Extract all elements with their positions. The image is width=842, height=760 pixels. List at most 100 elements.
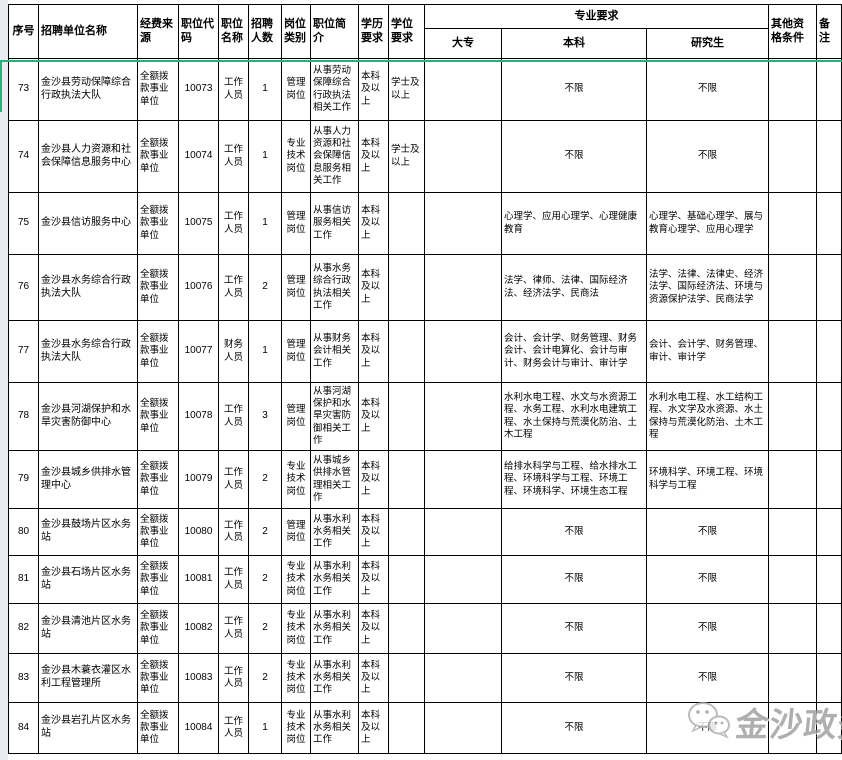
cell-major-graduate: 不限 [645, 702, 770, 754]
cell-degree-requirement [388, 192, 425, 255]
col-header-seq: 序号 [8, 4, 39, 59]
cell-recruit-count: 1 [248, 120, 282, 193]
table-row: 73 金沙县劳动保障综合行政执法大队 全额拨款事业单位 10073 工作人员 1… [8, 58, 842, 121]
cell-education-requirement: 本科及以上 [358, 702, 389, 754]
table-row: 75 金沙县信访服务中心 全额拨款事业单位 10075 工作人员 1 管理岗位 … [8, 192, 842, 255]
cell-funding-source: 全额拨款事业单位 [137, 58, 179, 121]
table-row: 80 金沙县鼓场片区水务站 全额拨款事业单位 10080 工作人员 2 管理岗位… [8, 508, 842, 556]
cell-seq: 82 [8, 603, 39, 654]
cell-funding-source: 全额拨款事业单位 [137, 254, 179, 321]
cell-unit-name: 金沙县河湖保护和水旱灾害防御中心 [38, 382, 138, 451]
cell-unit-name: 金沙县劳动保障综合行政执法大队 [38, 58, 138, 121]
cell-degree-requirement [388, 603, 425, 654]
cell-note [816, 254, 842, 321]
cell-seq: 75 [8, 192, 39, 255]
cell-unit-name: 金沙县人力资源和社会保障信息服务中心 [38, 120, 138, 193]
table-row: 78 金沙县河湖保护和水旱灾害防御中心 全额拨款事业单位 10078 工作人员 … [8, 382, 842, 451]
cell-education-requirement: 本科及以上 [358, 58, 389, 121]
cell-degree-requirement [388, 320, 425, 383]
cell-recruit-count: 2 [248, 555, 282, 604]
cell-other-qualifications [768, 58, 818, 121]
cell-major-bachelor: 会计、会计学、财务管理、财务会计、会计电算化、会计与审计、财务会计与审计、审计学 [501, 320, 647, 383]
cell-note [816, 555, 842, 604]
col-header-graduate: 研究生 [645, 28, 770, 59]
cell-education-requirement: 本科及以上 [358, 382, 389, 451]
cell-position-intro: 从事水利水务相关工作 [310, 653, 359, 703]
cell-recruit-count: 1 [248, 192, 282, 255]
cell-unit-name: 金沙县石场片区水务站 [38, 555, 138, 604]
cell-position-title: 工作人员 [218, 603, 249, 654]
cell-position-code: 10073 [178, 58, 219, 121]
cell-position-intro: 从事人力资源和社会保障信息服务相关工作 [310, 120, 359, 193]
cell-post-category: 管理岗位 [281, 320, 311, 383]
cell-position-intro: 从事劳动保障综合行政执法相关工作 [310, 58, 359, 121]
cell-degree-requirement [388, 450, 425, 509]
cell-note [816, 702, 842, 754]
cell-position-title: 工作人员 [218, 58, 249, 121]
cell-post-category: 管理岗位 [281, 508, 311, 556]
col-header-intro: 职位简介 [310, 4, 359, 59]
cell-degree-requirement [388, 254, 425, 321]
cell-recruit-count: 2 [248, 254, 282, 321]
cell-major-junior-college [424, 702, 502, 754]
cell-other-qualifications [768, 450, 818, 509]
cell-position-title: 工作人员 [218, 508, 249, 556]
cell-degree-requirement [388, 555, 425, 604]
col-header-count: 招聘人数 [248, 4, 282, 59]
cell-position-title: 工作人员 [218, 555, 249, 604]
cell-position-code: 10083 [178, 653, 219, 703]
cell-recruit-count: 1 [248, 58, 282, 121]
cell-funding-source: 全额拨款事业单位 [137, 382, 179, 451]
cell-funding-source: 全额拨款事业单位 [137, 192, 179, 255]
cell-position-title: 工作人员 [218, 192, 249, 255]
cell-seq: 81 [8, 555, 39, 604]
cell-major-bachelor: 不限 [501, 702, 647, 754]
cell-recruit-count: 1 [248, 320, 282, 383]
cell-position-code: 10077 [178, 320, 219, 383]
cell-education-requirement: 本科及以上 [358, 320, 389, 383]
cell-position-intro: 从事水务综合行政执法相关工作 [310, 254, 359, 321]
cell-position-code: 10084 [178, 702, 219, 754]
cell-recruit-count: 2 [248, 508, 282, 556]
cell-degree-requirement [388, 702, 425, 754]
cell-post-category: 管理岗位 [281, 192, 311, 255]
cell-position-title: 工作人员 [218, 254, 249, 321]
cell-funding-source: 全额拨款事业单位 [137, 320, 179, 383]
cell-note [816, 382, 842, 451]
cell-degree-requirement: 学士及以上 [388, 120, 425, 193]
cell-position-code: 10080 [178, 508, 219, 556]
cell-post-category: 专业技术岗位 [281, 702, 311, 754]
cell-position-intro: 从事财务会计相关工作 [310, 320, 359, 383]
cell-position-code: 10082 [178, 603, 219, 654]
cell-funding-source: 全额拨款事业单位 [137, 653, 179, 703]
cell-seq: 77 [8, 320, 39, 383]
cell-major-junior-college [424, 450, 502, 509]
cell-seq: 73 [8, 58, 39, 121]
cell-recruit-count: 1 [248, 702, 282, 754]
col-header-note: 备注 [816, 4, 842, 59]
cell-major-junior-college [424, 603, 502, 654]
table-header: 序号 招聘单位名称 经费来源 职位代码 职位名称 招聘人数 岗位类别 职位简介 … [8, 4, 842, 59]
cell-major-junior-college [424, 254, 502, 321]
cell-seq: 79 [8, 450, 39, 509]
cell-education-requirement: 本科及以上 [358, 450, 389, 509]
cell-degree-requirement [388, 653, 425, 703]
cell-post-category: 专业技术岗位 [281, 450, 311, 509]
cell-major-graduate: 水利水电工程、水工结构工程、水文学及水资源、水土保持与荒漠化防治、土木工程 [645, 382, 770, 451]
cell-seq: 74 [8, 120, 39, 193]
table-row: 76 金沙县水务综合行政执法大队 全额拨款事业单位 10076 工作人员 2 管… [8, 254, 842, 321]
cell-other-qualifications [768, 603, 818, 654]
cell-major-graduate: 环境科学、环境工程、环境科学与工程 [645, 450, 770, 509]
frozen-pane-divider-vertical [0, 60, 2, 112]
cell-seq: 83 [8, 653, 39, 703]
cell-other-qualifications [768, 508, 818, 556]
cell-major-junior-college [424, 382, 502, 451]
table-row: 84 金沙县岩孔片区水务站 全额拨款事业单位 10084 工作人员 1 专业技术… [8, 702, 842, 754]
table-row: 83 金沙县木蓑衣灌区水利工程管理所 全额拨款事业单位 10083 工作人员 2… [8, 653, 842, 703]
cell-education-requirement: 本科及以上 [358, 192, 389, 255]
col-header-bachelor: 本科 [501, 28, 647, 59]
cell-note [816, 653, 842, 703]
cell-note [816, 192, 842, 255]
cell-major-bachelor: 不限 [501, 603, 647, 654]
cell-funding-source: 全额拨款事业单位 [137, 508, 179, 556]
